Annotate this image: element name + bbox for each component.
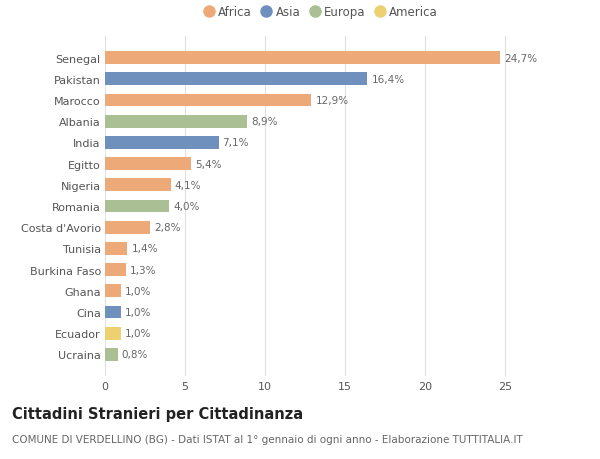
Text: 8,9%: 8,9% <box>251 117 278 127</box>
Text: 1,3%: 1,3% <box>130 265 156 275</box>
Bar <box>105 348 118 361</box>
Text: 16,4%: 16,4% <box>371 75 404 84</box>
Legend: Africa, Asia, Europa, America: Africa, Asia, Europa, America <box>199 2 443 24</box>
Text: 24,7%: 24,7% <box>504 54 538 63</box>
Bar <box>105 285 121 297</box>
Bar <box>105 200 169 213</box>
Bar <box>105 221 150 234</box>
Bar <box>105 116 247 129</box>
Text: 0,8%: 0,8% <box>122 350 148 359</box>
Text: 5,4%: 5,4% <box>196 159 222 169</box>
Text: COMUNE DI VERDELLINO (BG) - Dati ISTAT al 1° gennaio di ogni anno - Elaborazione: COMUNE DI VERDELLINO (BG) - Dati ISTAT a… <box>12 434 523 444</box>
Bar <box>105 327 121 340</box>
Bar <box>105 306 121 319</box>
Text: 1,0%: 1,0% <box>125 308 151 317</box>
Text: 1,0%: 1,0% <box>125 329 151 338</box>
Bar <box>105 179 170 192</box>
Text: 2,8%: 2,8% <box>154 223 181 233</box>
Bar <box>105 52 500 65</box>
Text: Cittadini Stranieri per Cittadinanza: Cittadini Stranieri per Cittadinanza <box>12 406 303 421</box>
Bar <box>105 73 367 86</box>
Text: 12,9%: 12,9% <box>316 96 349 106</box>
Bar <box>105 158 191 171</box>
Text: 7,1%: 7,1% <box>223 138 249 148</box>
Bar <box>105 137 218 150</box>
Text: 4,0%: 4,0% <box>173 202 199 212</box>
Bar <box>105 242 127 255</box>
Text: 1,0%: 1,0% <box>125 286 151 296</box>
Bar <box>105 263 126 276</box>
Bar <box>105 95 311 107</box>
Text: 1,4%: 1,4% <box>131 244 158 254</box>
Text: 4,1%: 4,1% <box>175 180 201 190</box>
